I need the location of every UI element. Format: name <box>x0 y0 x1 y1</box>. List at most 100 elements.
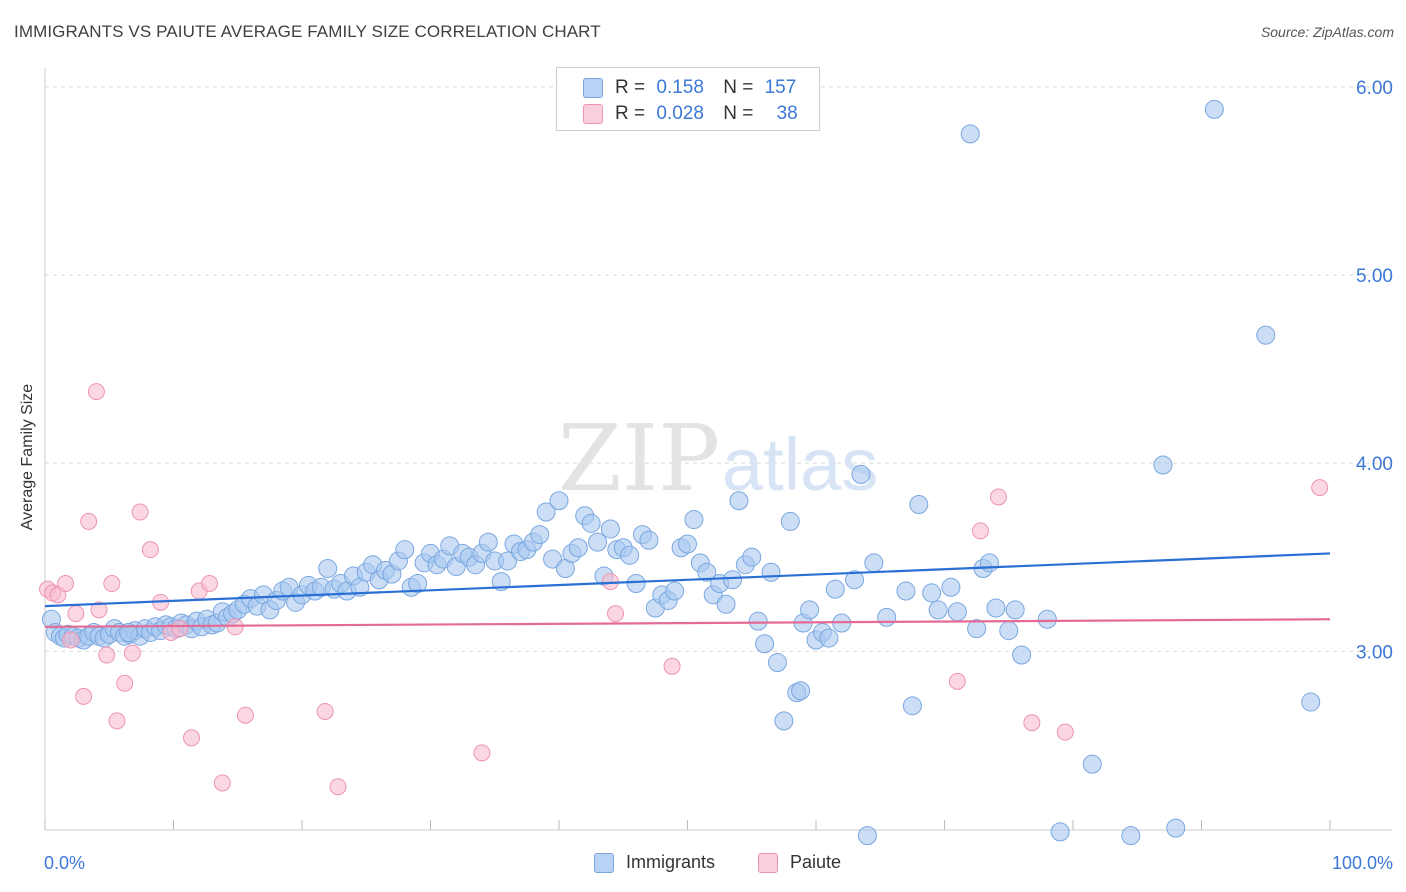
paiute-point <box>607 605 625 623</box>
immigrants-point <box>665 581 685 601</box>
paiute-point <box>108 712 126 730</box>
paiute-n-value: 38 <box>776 103 798 124</box>
chart-title: IMMIGRANTS VS PAIUTE AVERAGE FAMILY SIZE… <box>14 22 601 41</box>
immigrants-point <box>857 826 877 846</box>
watermark-zip: ZIP <box>558 405 720 512</box>
paiute-point <box>98 646 116 664</box>
immigrants-point <box>922 583 942 603</box>
immigrants-point <box>620 545 640 565</box>
paiute-point <box>87 383 105 401</box>
immigrants-point <box>395 540 415 560</box>
immigrants-point <box>941 577 961 597</box>
immigrants-point <box>697 562 717 582</box>
paiute-point <box>171 620 189 638</box>
immigrants-point <box>1050 822 1070 842</box>
watermark-atlas: atlas <box>722 423 878 506</box>
immigrants-point <box>722 570 742 590</box>
immigrants-point <box>742 547 762 567</box>
immigrants-point <box>979 553 999 573</box>
immigrants-point <box>767 653 787 673</box>
n-label: N = <box>723 77 754 98</box>
immigrants-swatch <box>583 78 603 98</box>
immigrants-point <box>530 525 550 545</box>
paiute-r-value: 0.028 <box>656 103 704 124</box>
paiute-trend-line <box>44 618 1331 628</box>
immigrants-point <box>1204 99 1224 119</box>
immigrants-point <box>1121 826 1141 846</box>
y-tick-label: 5.00 <box>1356 266 1393 287</box>
immigrants-point <box>549 491 569 511</box>
immigrants-r-value: 0.158 <box>656 77 704 98</box>
paiute-point <box>236 706 254 724</box>
paiute-swatch <box>583 104 603 124</box>
immigrants-point <box>851 464 871 484</box>
paiute-point <box>80 512 98 530</box>
paiute-point <box>473 744 491 762</box>
paiute-point <box>971 522 989 540</box>
immigrants-point <box>755 634 775 654</box>
paiute-point <box>116 674 134 692</box>
immigrants-point <box>678 534 697 554</box>
immigrants-point <box>960 124 980 144</box>
immigrants-point <box>774 711 794 731</box>
immigrants-point <box>498 551 518 571</box>
immigrants-point <box>536 502 556 522</box>
paiute-point <box>948 672 966 690</box>
immigrants-point <box>877 607 897 627</box>
paiute-point <box>329 778 347 796</box>
paiute-point <box>316 702 334 720</box>
immigrants-point <box>864 553 884 573</box>
paiute-point <box>989 488 1007 506</box>
x-tick-label: 100.0% <box>1332 853 1393 873</box>
immigrants-point <box>845 570 865 590</box>
immigrants-point <box>626 574 646 594</box>
y-tick-label: 6.00 <box>1356 78 1393 99</box>
immigrants-point <box>928 600 948 620</box>
immigrants-point <box>986 598 1006 618</box>
y-tick-label: 4.00 <box>1356 454 1393 475</box>
correlation-legend: R = 0.158 N = 157 R = 0.028 N = 38 <box>556 67 820 131</box>
paiute-point <box>213 774 231 792</box>
immigrants-point <box>902 696 922 716</box>
grid-lines <box>45 86 1392 652</box>
immigrants-point <box>748 611 768 631</box>
paiute-point <box>123 644 141 662</box>
immigrants-point <box>119 622 139 642</box>
immigrants-point <box>761 562 781 582</box>
immigrants-legend-swatch <box>594 853 614 873</box>
immigrants-point <box>967 619 987 639</box>
paiute-point <box>1056 723 1074 741</box>
immigrants-point <box>1301 692 1321 712</box>
paiute-point <box>1311 479 1329 497</box>
immigrants-point <box>909 495 929 515</box>
paiute-point <box>90 601 108 619</box>
paiute-point <box>57 575 75 593</box>
immigrants-point <box>999 621 1019 641</box>
immigrants-point <box>600 519 620 539</box>
immigrants-n-value: 157 <box>764 77 797 98</box>
paiute-legend-swatch <box>758 853 778 873</box>
immigrants-point <box>1037 609 1057 629</box>
immigrants-point <box>408 574 428 594</box>
immigrants-point <box>684 510 704 530</box>
r-label: R = <box>615 103 646 124</box>
immigrants-point <box>1082 754 1102 774</box>
immigrants-point <box>791 681 811 701</box>
tick-labels: 3.00 4.00 5.00 6.00 0.0% 100.0% <box>44 78 1393 873</box>
r-label: R = <box>615 77 646 98</box>
paiute-point <box>663 657 681 675</box>
immigrants-point <box>1256 325 1276 345</box>
paiute-point <box>67 605 85 623</box>
immigrants-point <box>639 530 659 550</box>
paiute-point <box>1023 714 1041 732</box>
paiute-point <box>200 575 218 593</box>
immigrants-point <box>581 513 601 533</box>
immigrants-point <box>543 549 563 569</box>
paiute-point <box>75 687 93 705</box>
immigrants-legend-label: Immigrants <box>626 852 716 872</box>
immigrants-point <box>729 491 749 511</box>
immigrants-point <box>780 511 800 531</box>
paiute-point <box>62 631 80 649</box>
immigrants-point <box>588 532 608 552</box>
